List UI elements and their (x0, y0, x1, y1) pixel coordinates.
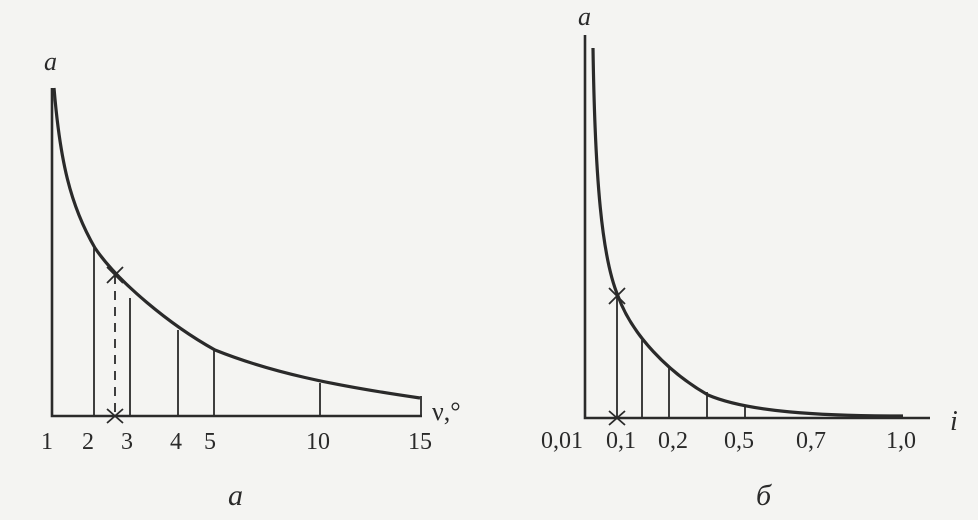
left-tick-3: 3 (121, 429, 133, 455)
right-tick-0-5: 0,5 (724, 428, 754, 454)
left-axes (50, 88, 422, 418)
left-cross-marker-curve (106, 266, 124, 284)
right-tick-1-0: 1,0 (886, 428, 916, 454)
right-tick-0-2: 0,2 (658, 428, 688, 454)
right-tick-0-7: 0,7 (796, 428, 826, 454)
left-tick-1: 1 (41, 429, 53, 455)
left-x-axis-label: ν,° (432, 397, 461, 426)
left-curve (52, 87, 421, 400)
left-tick-10: 10 (306, 429, 330, 455)
right-tick-0-1: 0,1 (606, 428, 636, 454)
left-cross-marker-axis (106, 408, 124, 424)
right-cross-marker-curve (608, 287, 626, 305)
right-curve (591, 47, 904, 418)
right-x-axis-label: i (950, 406, 958, 437)
right-diagram: a 0,01 0,1 0,2 0,5 0,7 1,0 i б (541, 2, 958, 512)
left-tick-5: 5 (204, 429, 216, 455)
left-tick-2: 2 (82, 429, 94, 455)
left-tick-4: 4 (170, 429, 182, 455)
left-y-axis-label: a (44, 47, 57, 76)
right-cross-marker-axis (608, 410, 626, 426)
right-tick-0-01: 0,01 (541, 428, 583, 454)
right-axes (583, 35, 930, 420)
left-panel-label: а (228, 479, 243, 512)
left-tick-15: 15 (408, 429, 432, 455)
right-panel-label: б (756, 479, 772, 512)
left-diagram: a 1 2 3 4 5 10 15 ν,° а (41, 47, 461, 512)
right-y-axis-label: a (578, 2, 591, 31)
